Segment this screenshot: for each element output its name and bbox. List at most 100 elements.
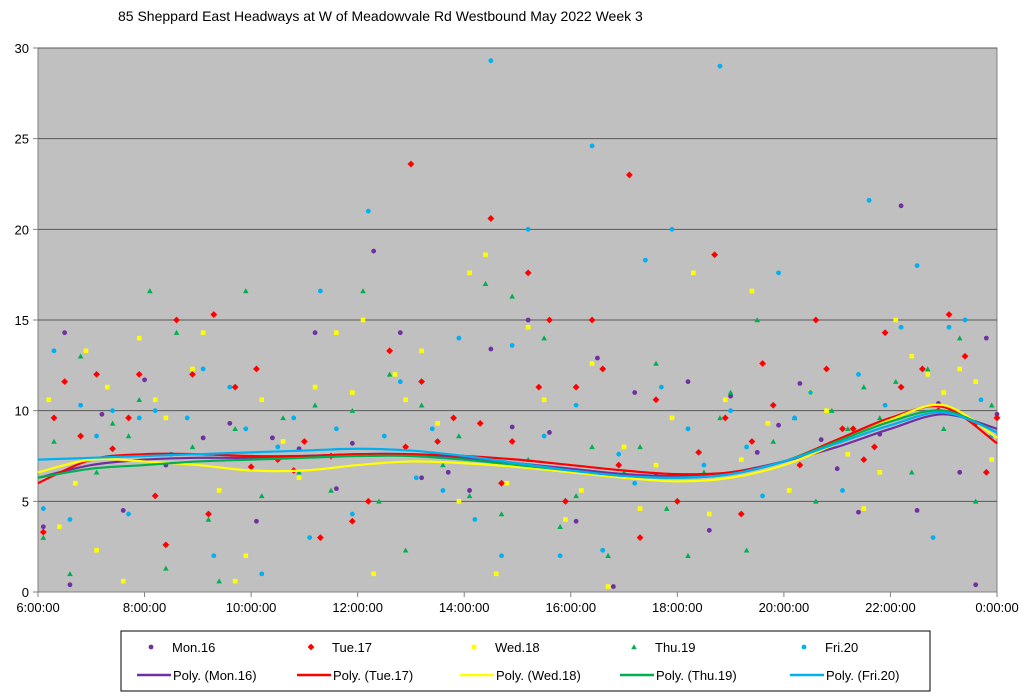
data-point	[706, 527, 712, 533]
data-point	[572, 383, 580, 391]
data-point	[120, 578, 126, 584]
legend-label: Mon.16	[172, 640, 215, 655]
data-point	[227, 384, 233, 390]
data-point	[866, 197, 872, 203]
data-point	[760, 493, 765, 499]
data-point	[748, 438, 756, 445]
data-point	[94, 433, 100, 439]
data-point	[40, 534, 47, 540]
data-point	[881, 329, 889, 337]
data-point	[924, 366, 931, 372]
data-point	[769, 401, 777, 409]
y-tick-label: 20	[15, 222, 29, 237]
data-point	[754, 449, 760, 455]
legend-label: Fri.20	[825, 640, 858, 655]
data-point	[637, 444, 643, 450]
data-point	[499, 553, 504, 559]
data-point	[861, 506, 867, 511]
data-point	[445, 469, 451, 475]
data-point	[625, 171, 633, 179]
data-point	[402, 443, 410, 451]
data-point	[456, 499, 462, 504]
series-fri-20	[40, 58, 995, 577]
data-point	[78, 402, 84, 408]
data-point	[83, 348, 89, 354]
data-point	[280, 415, 286, 421]
data-point	[482, 280, 489, 286]
data-point	[312, 384, 318, 390]
legend-item: Poly. (Mon.16)	[137, 668, 257, 683]
data-point	[67, 517, 73, 522]
legend-label: Poly. (Tue.17)	[333, 668, 413, 683]
data-point	[296, 475, 302, 481]
data-point	[317, 288, 323, 294]
data-point	[407, 160, 415, 168]
data-point	[376, 498, 382, 504]
data-point	[93, 469, 100, 475]
data-point	[136, 396, 143, 403]
data-point	[243, 426, 249, 432]
legend-label: Wed.18	[495, 640, 540, 655]
legend-label: Poly. (Wed.18)	[496, 668, 581, 683]
y-tick-label: 10	[15, 404, 29, 419]
data-point	[402, 547, 409, 553]
data-point	[940, 426, 947, 432]
data-point	[50, 414, 58, 422]
data-point	[419, 475, 424, 481]
data-point	[685, 552, 691, 558]
data-point	[685, 426, 691, 432]
data-point	[856, 509, 861, 515]
data-point	[982, 468, 990, 476]
data-point	[663, 505, 670, 511]
data-point	[914, 508, 920, 513]
data-point	[258, 493, 265, 499]
data-point	[39, 528, 47, 536]
data-point	[312, 402, 318, 408]
data-point	[270, 435, 275, 441]
data-point	[498, 511, 505, 517]
data-point	[51, 438, 57, 444]
data-point	[721, 414, 729, 422]
data-point	[962, 317, 968, 323]
data-point	[861, 384, 867, 390]
data-point	[67, 571, 73, 577]
series-wed-18	[46, 252, 994, 589]
data-point	[386, 371, 393, 377]
data-point	[658, 384, 664, 390]
data-point	[386, 347, 394, 355]
legend-item: Mon.16	[148, 640, 215, 655]
data-point	[190, 366, 195, 372]
data-point	[110, 408, 115, 414]
legend-marker	[631, 644, 637, 650]
data-point	[525, 324, 531, 330]
data-point	[163, 415, 169, 421]
data-point	[93, 371, 101, 378]
data-point	[296, 469, 302, 475]
x-tick-label: 10:00:00	[226, 600, 277, 615]
data-point	[508, 438, 516, 445]
data-point	[653, 360, 659, 366]
data-point	[189, 371, 196, 378]
data-point	[360, 288, 366, 294]
data-point	[348, 517, 356, 525]
legend-label: Poly. (Mon.16)	[173, 668, 257, 683]
data-point	[487, 215, 495, 222]
data-point	[450, 414, 457, 422]
data-point	[488, 58, 494, 64]
data-point	[632, 390, 638, 395]
data-point	[77, 353, 84, 359]
data-point	[152, 408, 158, 414]
data-point	[142, 377, 147, 383]
data-point	[738, 457, 744, 462]
data-point	[925, 372, 931, 377]
data-point	[599, 365, 607, 373]
data-point	[652, 396, 660, 404]
data-point	[280, 439, 286, 444]
data-point	[882, 402, 888, 408]
data-point	[579, 488, 584, 493]
data-point	[200, 330, 206, 335]
data-point	[524, 269, 532, 277]
data-point	[860, 456, 868, 464]
data-point	[919, 365, 926, 373]
